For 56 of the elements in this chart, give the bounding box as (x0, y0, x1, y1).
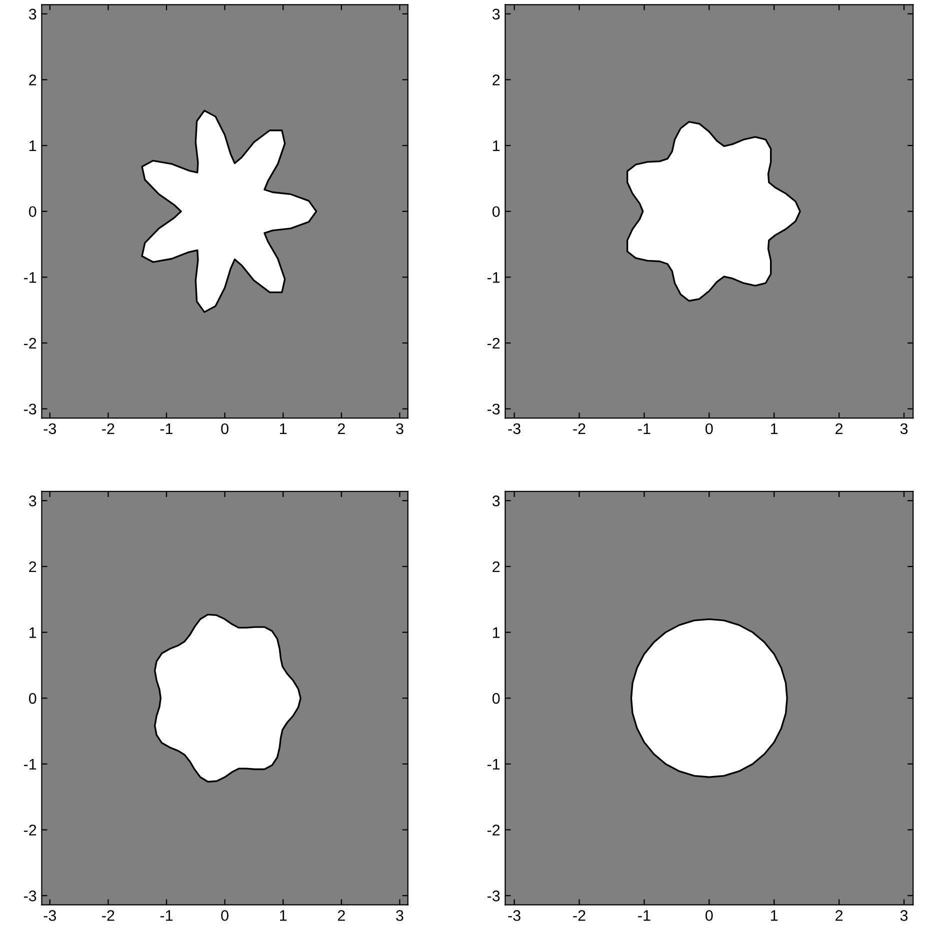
y-tick-label: -3 (24, 404, 36, 415)
y-tick-label: 2 (492, 74, 500, 86)
y-tick-label: 3 (28, 8, 36, 20)
x-tick-label: -3 (508, 910, 520, 921)
y-tick-label: 2 (492, 561, 500, 572)
y-tick-label: 0 (492, 693, 500, 704)
x-tick-label: -2 (573, 423, 586, 434)
x-tick-label: 2 (338, 423, 345, 434)
x-tick-label: -3 (44, 910, 56, 921)
x-tick-label: 3 (396, 423, 404, 434)
y-tick-label: -1 (487, 272, 500, 283)
x-tick-label: -1 (160, 910, 173, 921)
x-tick-label: 3 (900, 423, 908, 434)
y-tick-label: 1 (493, 627, 500, 638)
x-tick-label: 2 (836, 910, 843, 921)
y-tick-label: 1 (493, 140, 500, 152)
x-tick-label: -2 (573, 910, 586, 921)
y-tick-label: -3 (24, 890, 36, 902)
y-tick-label: -2 (24, 338, 36, 349)
y-tick-label: 0 (28, 206, 36, 218)
y-tick-label: 3 (492, 8, 500, 20)
x-tick-label: 0 (706, 423, 713, 434)
y-tick-label: 1 (30, 140, 36, 152)
x-tick-label: -1 (638, 910, 650, 921)
y-tick-label: 3 (492, 496, 500, 506)
y-tick-label: 1 (30, 627, 36, 638)
x-tick-label: 1 (771, 910, 778, 921)
x-tick-label: 0 (221, 910, 228, 921)
x-tick-label: 0 (221, 423, 228, 434)
x-tick-label: 0 (706, 910, 713, 921)
x-tick-label: 2 (338, 910, 345, 921)
x-tick-label: -1 (638, 423, 650, 434)
y-tick-label: -2 (487, 824, 500, 836)
x-tick-label: -3 (508, 423, 520, 434)
y-tick-label: -1 (487, 758, 500, 770)
y-tick-label: -3 (487, 890, 500, 902)
y-tick-label: 0 (28, 693, 36, 704)
y-tick-label: -1 (24, 272, 36, 283)
x-tick-label: -3 (44, 423, 56, 434)
x-tick-label: 2 (836, 423, 843, 434)
y-tick-label: -1 (24, 758, 36, 770)
x-tick-label: 1 (771, 423, 778, 434)
x-tick-label: 3 (396, 910, 404, 921)
y-tick-label: 0 (492, 206, 500, 218)
y-tick-label: 2 (29, 74, 36, 86)
y-tick-label: -2 (24, 824, 36, 836)
y-tick-label: -2 (487, 338, 500, 349)
x-tick-label: 1 (280, 910, 287, 921)
y-tick-label: -3 (487, 404, 500, 415)
x-tick-label: -2 (102, 910, 114, 921)
x-tick-label: 3 (900, 910, 908, 921)
x-tick-label: 1 (280, 423, 287, 434)
y-tick-label: 2 (29, 561, 36, 572)
y-tick-label: 3 (28, 496, 36, 506)
x-tick-label: -1 (160, 423, 173, 434)
x-tick-label: -2 (102, 423, 114, 434)
